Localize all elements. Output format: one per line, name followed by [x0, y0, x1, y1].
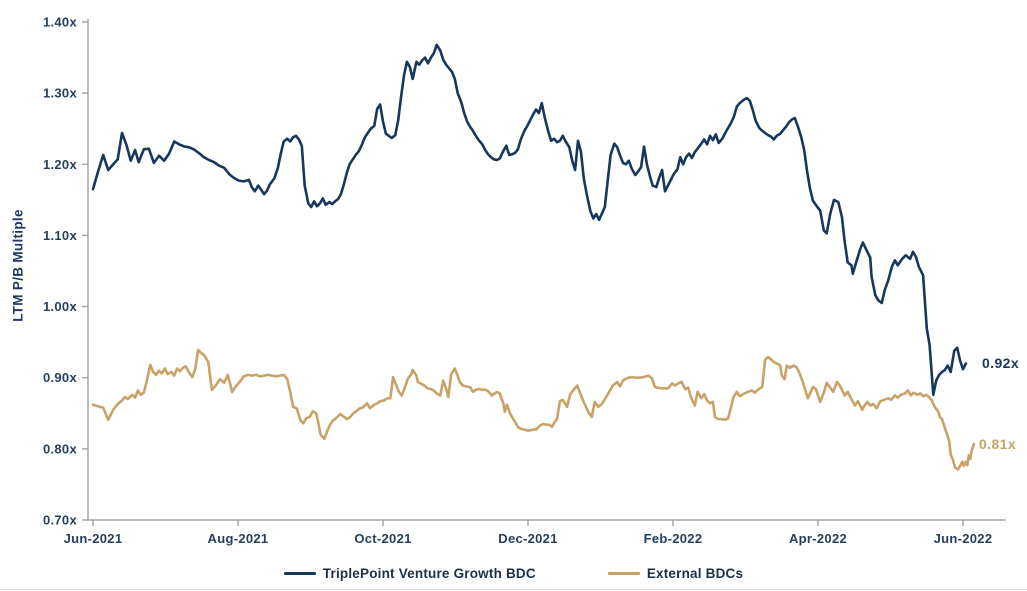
x-tick-label: Aug-2021: [208, 531, 269, 546]
y-axis-title: LTM P/B Multiple: [10, 209, 26, 322]
series-line-triplepoint: [91, 43, 968, 397]
series-line-external-bdcs: [91, 348, 976, 471]
y-tick-label: 1.00x: [43, 299, 78, 314]
x-tick-label: Jun-2021: [64, 531, 123, 546]
chart-legend: TriplePoint Venture Growth BDC External …: [0, 566, 1027, 581]
legend-label: TriplePoint Venture Growth BDC: [322, 566, 536, 581]
x-tick-label: Feb-2022: [644, 531, 703, 546]
y-tick-label: 1.40x: [43, 15, 78, 30]
y-tick-label: 0.80x: [43, 441, 78, 456]
legend-label: External BDCs: [646, 566, 744, 581]
y-tick-label: 1.20x: [43, 157, 78, 172]
x-tick-label: Jun-2022: [934, 531, 993, 546]
x-tick-label: Apr-2022: [789, 531, 847, 546]
legend-line-swatch-tan: [607, 571, 640, 576]
legend-item-external-bdcs: External BDCs: [607, 566, 744, 581]
series-end-label-external-bdcs: 0.81x: [979, 436, 1017, 452]
y-tick-label: 0.90x: [43, 370, 78, 385]
y-tick-label: 1.10x: [43, 228, 78, 243]
x-tick-label: Dec-2021: [498, 531, 558, 546]
legend-item-triplepoint: TriplePoint Venture Growth BDC: [283, 566, 536, 581]
y-tick-label: 1.30x: [43, 86, 78, 101]
bottom-divider-line: [0, 589, 1027, 590]
series-end-label-triplepoint: 0.92x: [982, 355, 1020, 371]
legend-line-swatch-navy: [283, 571, 316, 576]
x-tick-label: Oct-2021: [354, 531, 411, 546]
y-tick-label: 0.70x: [43, 513, 78, 528]
